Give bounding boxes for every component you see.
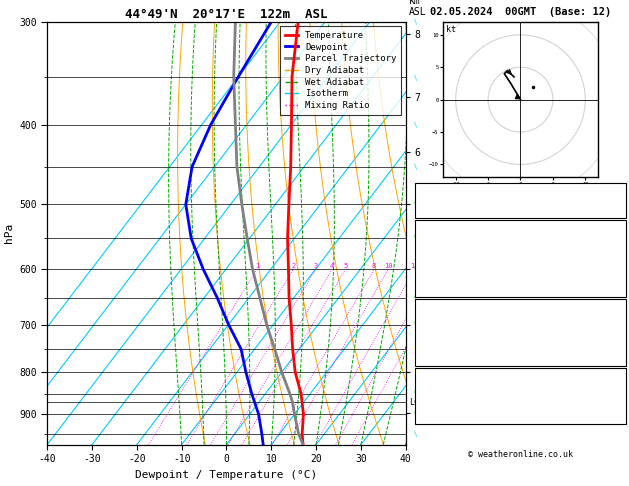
Text: PW (cm): PW (cm)	[418, 206, 459, 216]
Text: 310: 310	[606, 254, 623, 264]
Text: /: /	[413, 163, 420, 170]
Text: 3: 3	[618, 333, 623, 343]
Text: /: /	[413, 295, 420, 302]
Text: CAPE (J): CAPE (J)	[418, 275, 465, 285]
Text: K: K	[418, 185, 423, 195]
X-axis label: Dewpoint / Temperature (°C): Dewpoint / Temperature (°C)	[135, 470, 318, 480]
Text: Totals Totals: Totals Totals	[418, 195, 494, 206]
Text: km
ASL: km ASL	[409, 0, 426, 17]
Text: 0: 0	[618, 275, 623, 285]
Text: 25: 25	[445, 263, 454, 269]
Text: /: /	[413, 235, 420, 242]
Text: /: /	[413, 368, 420, 376]
Text: 20: 20	[430, 263, 438, 269]
Text: SREH: SREH	[418, 391, 441, 401]
Text: /: /	[413, 201, 420, 208]
Text: StmDir: StmDir	[418, 401, 453, 411]
Text: 15: 15	[410, 263, 419, 269]
Text: 8: 8	[372, 263, 376, 269]
Text: 1: 1	[255, 263, 259, 269]
Text: Dewp (°C): Dewp (°C)	[418, 243, 470, 253]
Text: θₑ(K): θₑ(K)	[418, 254, 447, 264]
Text: /: /	[413, 321, 420, 328]
Text: Lifted Index: Lifted Index	[418, 264, 488, 274]
Text: 02.05.2024  00GMT  (Base: 12): 02.05.2024 00GMT (Base: 12)	[430, 7, 611, 17]
Text: 27: 27	[611, 185, 623, 195]
Text: 6: 6	[618, 264, 623, 274]
Text: 4: 4	[330, 263, 334, 269]
Text: 800: 800	[606, 312, 623, 322]
Text: StmSpd (kt): StmSpd (kt)	[418, 412, 482, 422]
Text: /: /	[413, 430, 420, 437]
Text: 0: 0	[618, 343, 623, 353]
Text: 190°: 190°	[600, 401, 623, 411]
Text: Mixing Ratio (g/kg): Mixing Ratio (g/kg)	[431, 182, 440, 284]
Text: 8.2: 8.2	[606, 243, 623, 253]
Text: 3: 3	[313, 263, 318, 269]
Text: Most Unstable: Most Unstable	[482, 301, 559, 312]
Text: /: /	[413, 346, 420, 353]
Text: 10: 10	[384, 263, 392, 269]
Title: 44°49'N  20°17'E  122m  ASL: 44°49'N 20°17'E 122m ASL	[125, 8, 328, 21]
Text: 5: 5	[343, 263, 347, 269]
Text: /: /	[413, 121, 420, 128]
Text: 0: 0	[618, 285, 623, 295]
Text: 2.15: 2.15	[600, 206, 623, 216]
Text: Pressure (mb): Pressure (mb)	[418, 312, 494, 322]
Text: 17.1: 17.1	[600, 233, 623, 243]
Legend: Temperature, Dewpoint, Parcel Trajectory, Dry Adiabat, Wet Adiabat, Isotherm, Mi: Temperature, Dewpoint, Parcel Trajectory…	[280, 26, 401, 115]
Text: CIN (J): CIN (J)	[418, 285, 459, 295]
Text: 2: 2	[291, 263, 295, 269]
Text: /: /	[413, 411, 420, 418]
Text: CAPE (J): CAPE (J)	[418, 343, 465, 353]
Text: © weatheronline.co.uk: © weatheronline.co.uk	[468, 450, 573, 459]
Text: θₑ (K): θₑ (K)	[418, 322, 453, 332]
Text: /: /	[413, 73, 420, 81]
Text: Temp (°C): Temp (°C)	[418, 233, 470, 243]
Text: Surface: Surface	[500, 223, 541, 232]
Text: EH: EH	[418, 380, 430, 390]
Text: Lifted Index: Lifted Index	[418, 333, 488, 343]
Text: /: /	[413, 266, 420, 273]
Text: CIN (J): CIN (J)	[418, 354, 459, 364]
Text: 47: 47	[611, 195, 623, 206]
Text: 314: 314	[606, 322, 623, 332]
Text: 5: 5	[618, 412, 623, 422]
Text: LCL: LCL	[409, 398, 425, 407]
Text: /: /	[413, 18, 420, 25]
Text: /: /	[413, 390, 420, 398]
Text: kt: kt	[446, 25, 456, 34]
Y-axis label: hPa: hPa	[4, 223, 14, 243]
Text: Hodograph: Hodograph	[494, 370, 547, 380]
Text: 37: 37	[611, 391, 623, 401]
Text: 0: 0	[618, 354, 623, 364]
Text: 51: 51	[611, 380, 623, 390]
